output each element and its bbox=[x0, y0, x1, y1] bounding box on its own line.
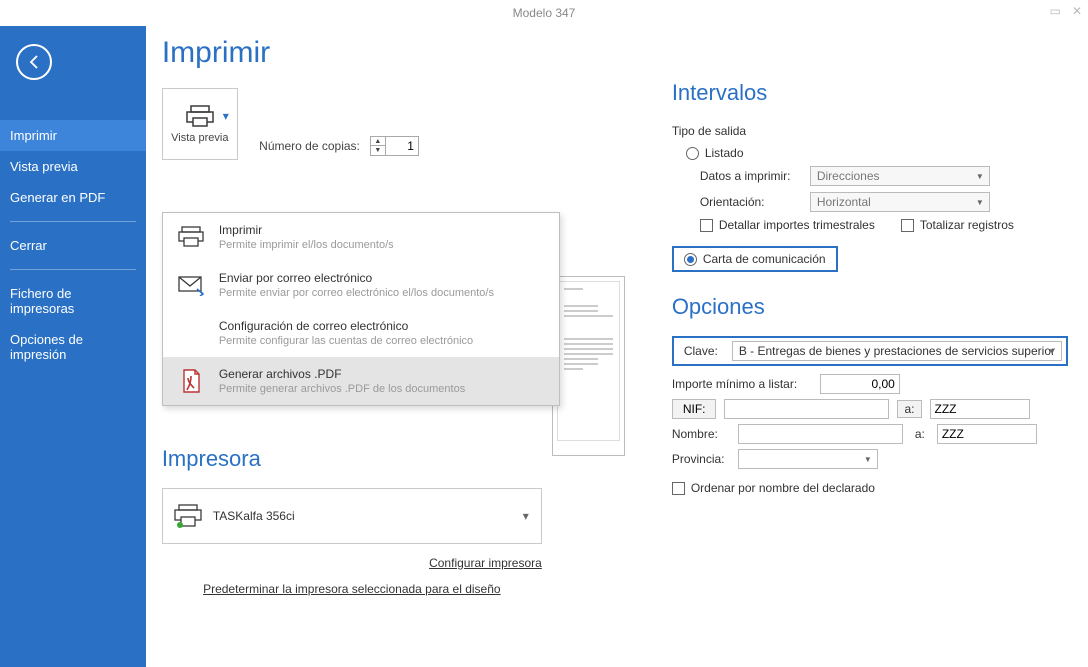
intervalos-title: Intervalos bbox=[672, 80, 1068, 106]
copias-input[interactable] bbox=[386, 138, 418, 154]
orientacion-label: Orientación: bbox=[700, 195, 800, 209]
print-action-menu: Imprimir Permite imprimir el/los documen… bbox=[162, 212, 560, 406]
sidebar-item-vista-previa[interactable]: Vista previa bbox=[0, 151, 146, 182]
copias-label: Número de copias: bbox=[259, 139, 360, 153]
sidebar-item-cerrar[interactable]: Cerrar bbox=[0, 230, 146, 261]
back-button[interactable] bbox=[16, 44, 52, 80]
opciones-title: Opciones bbox=[672, 294, 1068, 320]
pdf-icon bbox=[177, 367, 205, 395]
chevron-down-icon: ▼ bbox=[976, 172, 984, 181]
listado-label: Listado bbox=[705, 146, 744, 160]
carta-label: Carta de comunicación bbox=[703, 252, 826, 266]
menu-title: Configuración de correo electrónico bbox=[219, 319, 545, 333]
close-icon[interactable]: ✕ bbox=[1072, 4, 1082, 18]
menu-desc: Permite generar archivos .PDF de los doc… bbox=[219, 383, 545, 395]
mail-icon bbox=[177, 271, 205, 299]
menu-item-generar-pdf[interactable]: Generar archivos .PDF Permite generar ar… bbox=[163, 357, 559, 405]
datos-imprimir-label: Datos a imprimir: bbox=[700, 169, 800, 183]
blank-icon bbox=[177, 319, 205, 347]
chevron-down-icon: ▾ bbox=[523, 509, 529, 523]
tipo-salida-label: Tipo de salida bbox=[672, 124, 1068, 138]
menu-item-enviar-correo[interactable]: Enviar por correo electrónico Permite en… bbox=[163, 261, 559, 309]
clave-combo[interactable]: B - Entregas de bienes y prestaciones de… bbox=[732, 341, 1062, 361]
chk-totalizar[interactable] bbox=[901, 219, 914, 232]
importe-input[interactable] bbox=[820, 374, 900, 394]
spinner-up-icon[interactable]: ▲ bbox=[371, 137, 385, 146]
chevron-down-icon: ▼ bbox=[976, 198, 984, 207]
vista-previa-button[interactable]: ▾ Vista previa bbox=[162, 88, 238, 160]
predeterminar-impresora-link[interactable]: Predeterminar la impresora seleccionada … bbox=[203, 582, 501, 596]
radio-listado[interactable] bbox=[686, 147, 699, 160]
chevron-down-icon: ▾ bbox=[223, 109, 229, 123]
menu-item-imprimir[interactable]: Imprimir Permite imprimir el/los documen… bbox=[163, 213, 559, 261]
window-title: Modelo 347 bbox=[513, 6, 576, 20]
spinner-down-icon[interactable]: ▼ bbox=[371, 146, 385, 155]
chk-ordenar[interactable] bbox=[672, 482, 685, 495]
clave-row: Clave: B - Entregas de bienes y prestaci… bbox=[672, 336, 1068, 366]
sidebar-item-fichero-impresoras[interactable]: Fichero de impresoras bbox=[0, 278, 146, 324]
sidebar-item-imprimir[interactable]: Imprimir bbox=[0, 120, 146, 151]
chk-detallar[interactable] bbox=[700, 219, 713, 232]
printer-icon bbox=[177, 223, 205, 251]
nombre-from-input[interactable] bbox=[738, 424, 903, 444]
combo-value: B - Entregas de bienes y prestaciones de… bbox=[739, 344, 1055, 358]
menu-desc: Permite imprimir el/los documento/s bbox=[219, 239, 545, 251]
configurar-impresora-link[interactable]: Configurar impresora bbox=[429, 556, 542, 570]
nombre-to-input[interactable] bbox=[937, 424, 1037, 444]
radio-carta-box[interactable]: Carta de comunicación bbox=[672, 246, 838, 272]
chevron-down-icon: ▼ bbox=[1048, 347, 1056, 356]
radio-carta[interactable] bbox=[684, 253, 697, 266]
totalizar-label: Totalizar registros bbox=[920, 218, 1014, 232]
vista-previa-label: Vista previa bbox=[171, 132, 228, 144]
copias-spinner[interactable]: ▲ ▼ bbox=[370, 136, 419, 156]
menu-item-config-correo[interactable]: Configuración de correo electrónico Perm… bbox=[163, 309, 559, 357]
nif-from-input[interactable] bbox=[724, 399, 889, 419]
a-label: a: bbox=[897, 400, 921, 418]
menu-desc: Permite enviar por correo electrónico el… bbox=[219, 287, 545, 299]
orientacion-combo[interactable]: Horizontal ▼ bbox=[810, 192, 990, 212]
datos-imprimir-combo[interactable]: Direcciones ▼ bbox=[810, 166, 990, 186]
ordenar-label: Ordenar por nombre del declarado bbox=[691, 481, 875, 495]
page-title: Imprimir bbox=[162, 36, 632, 70]
printer-icon bbox=[185, 104, 215, 128]
menu-desc: Permite configurar las cuentas de correo… bbox=[219, 335, 545, 347]
nombre-label: Nombre: bbox=[672, 427, 730, 441]
menu-title: Generar archivos .PDF bbox=[219, 367, 545, 381]
combo-value: Direcciones bbox=[817, 169, 880, 183]
provincia-combo[interactable]: ▼ bbox=[738, 449, 878, 469]
nif-button[interactable]: NIF: bbox=[672, 399, 717, 419]
clave-label: Clave: bbox=[678, 344, 724, 358]
printer-selector[interactable]: TASKalfa 356ci ▾ bbox=[162, 488, 542, 544]
sidebar-item-generar-pdf[interactable]: Generar en PDF bbox=[0, 182, 146, 213]
minimize-icon[interactable]: ▭ bbox=[1050, 4, 1060, 18]
provincia-label: Provincia: bbox=[672, 452, 730, 466]
nif-to-input[interactable] bbox=[930, 399, 1030, 419]
menu-title: Imprimir bbox=[219, 223, 545, 237]
printer-ready-icon bbox=[173, 503, 203, 529]
a-label-2: a: bbox=[911, 427, 929, 441]
printer-name: TASKalfa 356ci bbox=[213, 509, 295, 523]
chevron-down-icon: ▼ bbox=[864, 455, 872, 464]
menu-title: Enviar por correo electrónico bbox=[219, 271, 545, 285]
combo-value: Horizontal bbox=[817, 195, 871, 209]
sidebar-item-opciones-impresion[interactable]: Opciones de impresión bbox=[0, 324, 146, 370]
document-preview bbox=[552, 276, 625, 456]
detallar-label: Detallar importes trimestrales bbox=[719, 218, 875, 232]
importe-label: Importe mínimo a listar: bbox=[672, 377, 812, 391]
